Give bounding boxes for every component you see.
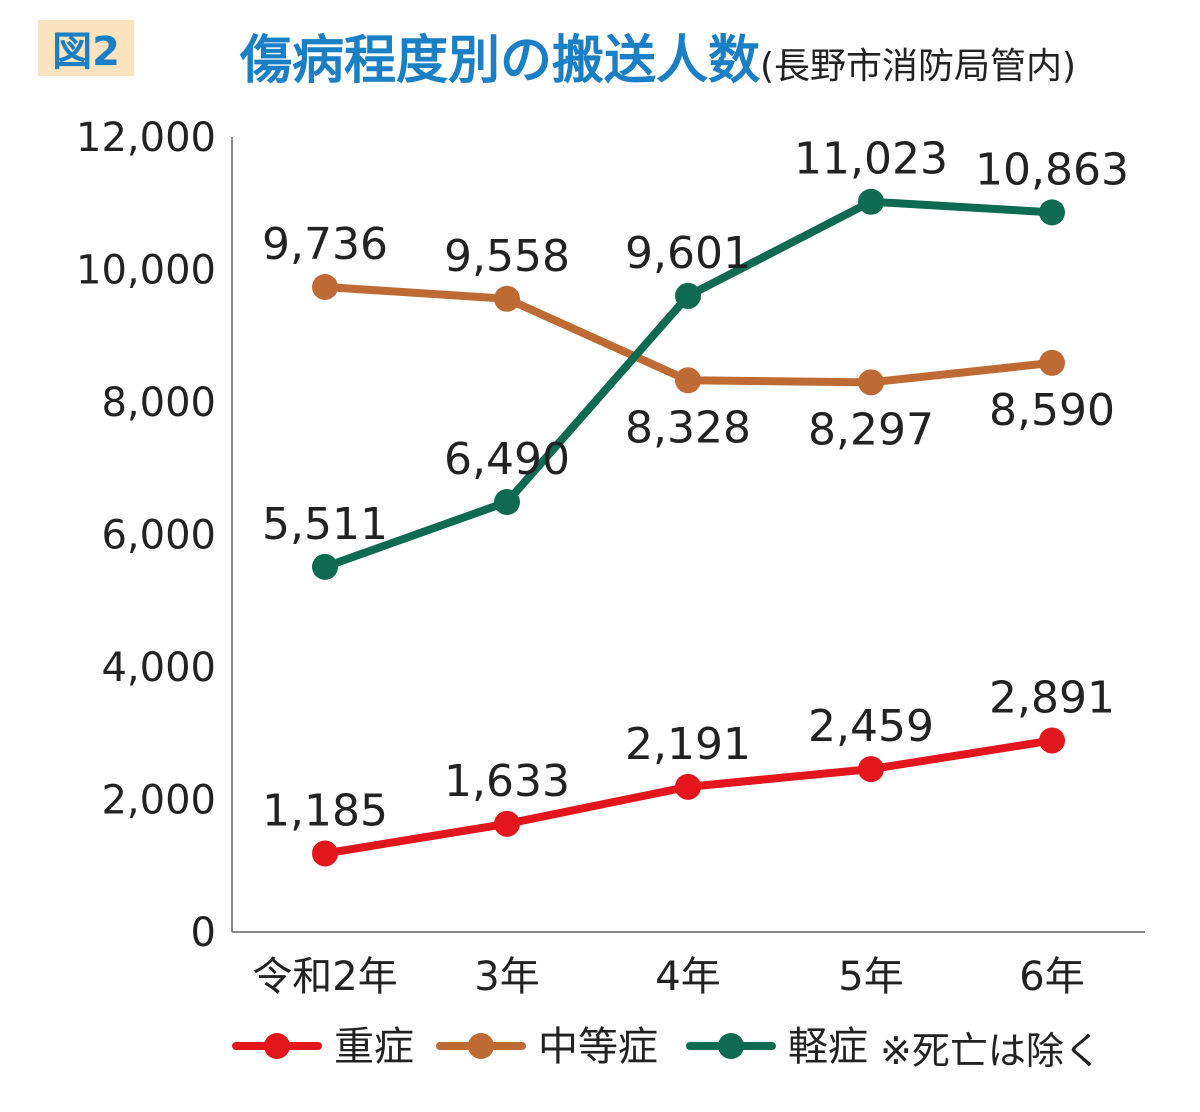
data-label-mild: 10,863	[975, 144, 1129, 195]
legend-label-moderate: 中等症	[538, 1024, 658, 1070]
legend-marker-moderate	[468, 1033, 494, 1059]
data-label-mild: 11,023	[794, 134, 948, 185]
data-label-moderate: 9,736	[262, 219, 388, 270]
y-tick-label: 10,000	[76, 248, 216, 294]
data-label-severe: 1,633	[444, 756, 570, 807]
data-label-mild: 6,490	[444, 434, 570, 485]
y-tick-label: 2,000	[101, 778, 216, 824]
chart-subtitle: (長野市消防局管内)	[760, 46, 1077, 87]
data-label-mild: 9,601	[625, 228, 751, 279]
data-label-severe: 2,191	[625, 719, 751, 770]
data-point-moderate	[675, 367, 701, 394]
figure-badge: 図2	[38, 20, 134, 76]
y-tick-label: 0	[191, 910, 216, 956]
data-label-moderate: 8,590	[989, 385, 1115, 436]
data-label-moderate: 8,297	[808, 404, 934, 455]
data-point-severe	[312, 840, 338, 867]
data-point-mild	[675, 282, 701, 309]
legend-label-severe: 重症	[334, 1024, 414, 1070]
x-tick-label: 4年	[655, 954, 720, 1000]
chart-title-main: 傷病程度別の搬送人数	[240, 31, 761, 91]
data-point-severe	[494, 810, 520, 837]
data-point-mild	[1039, 199, 1065, 226]
data-point-mild	[312, 553, 338, 580]
data-label-severe: 2,459	[808, 701, 934, 752]
x-tick-label: 3年	[474, 954, 539, 1000]
y-tick-label: 6,000	[101, 513, 216, 559]
data-label-severe: 2,891	[989, 672, 1115, 723]
chart-note: ※死亡は除く	[880, 1029, 1102, 1073]
legend-marker-severe	[264, 1033, 290, 1059]
data-point-severe	[858, 756, 884, 783]
y-tick-label: 8,000	[101, 380, 216, 426]
x-tick-label: 5年	[838, 954, 903, 1000]
data-point-moderate	[312, 273, 338, 300]
data-label-severe: 1,185	[262, 785, 388, 836]
data-label-moderate: 8,328	[625, 402, 751, 453]
data-point-moderate	[1039, 349, 1065, 376]
data-point-severe	[1039, 727, 1065, 754]
data-point-severe	[675, 773, 701, 800]
x-tick-label: 6年	[1019, 954, 1084, 1000]
y-tick-label: 12,000	[76, 115, 216, 161]
legend-label-mild: 軽症	[788, 1024, 868, 1070]
legend-marker-mild	[718, 1033, 744, 1059]
y-tick-label: 4,000	[101, 645, 216, 691]
data-point-moderate	[858, 369, 884, 396]
x-tick-label: 令和2年	[252, 954, 397, 1000]
data-point-moderate	[494, 285, 520, 312]
data-label-moderate: 9,558	[444, 231, 570, 282]
figure-label: 図2	[52, 29, 120, 75]
chart-title: 傷病程度別の搬送人数(長野市消防局管内)	[240, 18, 1076, 93]
data-point-mild	[494, 489, 520, 516]
data-point-mild	[858, 188, 884, 215]
data-label-mild: 5,511	[262, 499, 388, 550]
